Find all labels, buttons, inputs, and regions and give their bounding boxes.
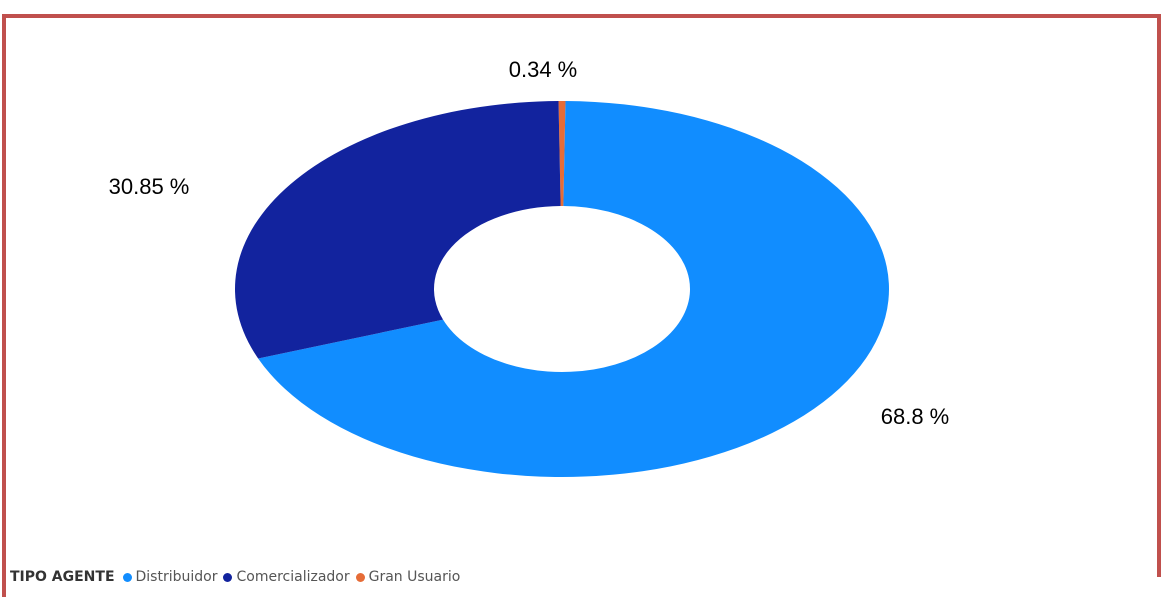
legend-item-comercializador[interactable]: Comercializador xyxy=(223,569,350,585)
legend-item-gran-usuario[interactable]: Gran Usuario xyxy=(355,569,461,585)
legend-title: TIPO AGENTE xyxy=(10,569,115,585)
legend-item-distribuidor[interactable]: Distribuidor xyxy=(122,569,218,585)
slice-label-gran-usuario: 0.34 % xyxy=(509,57,578,82)
legend-dot-icon xyxy=(223,572,233,582)
donut-slice-gran-usuario[interactable] xyxy=(558,100,566,207)
chart-frame xyxy=(2,14,1161,597)
legend-label: Comercializador xyxy=(236,569,350,585)
donut-slice-comercializador[interactable] xyxy=(235,101,561,359)
donut-slices xyxy=(235,100,890,477)
legend: TIPO AGENTE Distribuidor Comercializador… xyxy=(10,566,460,588)
legend-dot-icon xyxy=(355,572,365,582)
legend-label: Distribuidor xyxy=(135,569,218,585)
legend-dot-icon xyxy=(122,572,132,582)
legend-label: Gran Usuario xyxy=(368,569,461,585)
donut-slice-distribuidor[interactable] xyxy=(258,101,890,477)
slice-label-comercializador: 30.85 % xyxy=(109,174,190,199)
slice-label-distribuidor: 68.8 % xyxy=(881,404,950,429)
slice-labels: 0.34 % 30.85 % 68.8 % xyxy=(109,57,950,429)
